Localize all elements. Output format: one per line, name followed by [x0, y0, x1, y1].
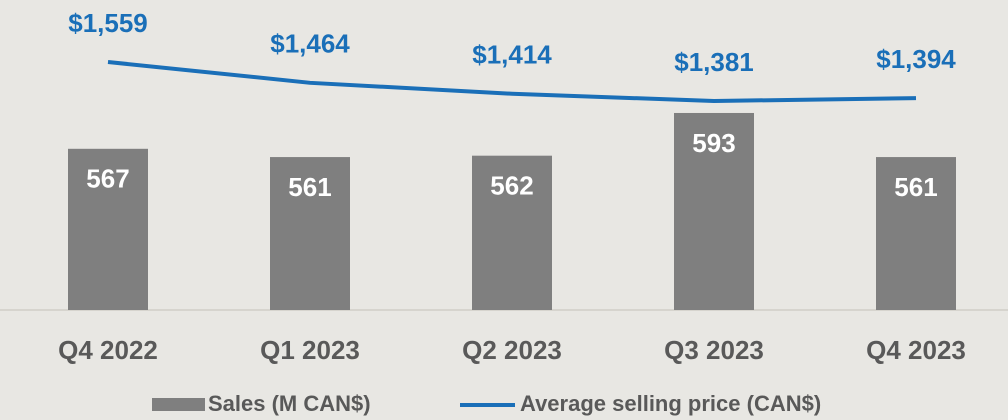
- bar: [876, 157, 956, 310]
- x-tick-label: Q4 2022: [58, 335, 158, 365]
- line-value-label: $1,394: [876, 44, 956, 74]
- legend-label: Sales (M CAN$): [208, 391, 371, 416]
- bar-value-label: 561: [288, 172, 331, 202]
- bar: [270, 157, 350, 310]
- bar-value-label: 562: [490, 171, 533, 201]
- line-value-label: $1,559: [68, 8, 148, 38]
- x-tick-label: Q2 2023: [462, 335, 562, 365]
- line-value-label: $1,414: [472, 40, 552, 70]
- bar: [68, 148, 148, 310]
- bar-value-label: 567: [86, 164, 129, 194]
- legend-label: Average selling price (CAN$): [520, 391, 821, 416]
- x-tick-label: Q4 2023: [866, 335, 966, 365]
- x-tick-label: Q3 2023: [664, 335, 764, 365]
- bar: [674, 112, 754, 310]
- bar: [472, 155, 552, 310]
- bar-value-label: 593: [692, 128, 735, 158]
- line-value-label: $1,381: [674, 47, 754, 77]
- legend-swatch: [152, 398, 205, 411]
- x-tick-label: Q1 2023: [260, 335, 360, 365]
- bar-value-label: 561: [894, 172, 937, 202]
- line-value-label: $1,464: [270, 29, 350, 59]
- line: [107, 60, 917, 103]
